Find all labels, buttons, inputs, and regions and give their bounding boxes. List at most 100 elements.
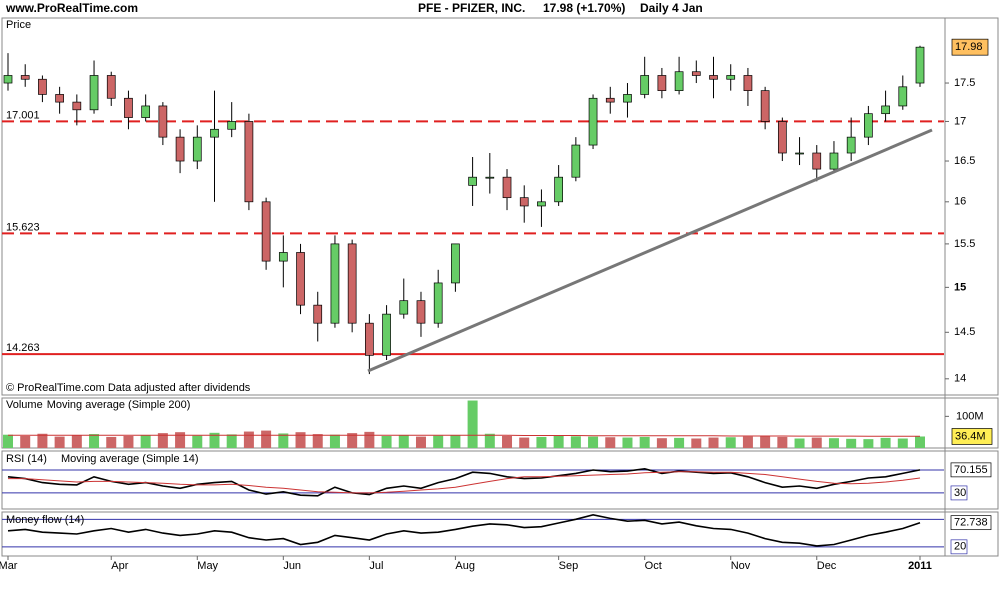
candle-body [812,152,822,170]
period: Daily 4 Jan [640,1,703,15]
legend-entry: Money flow (14) [6,514,84,526]
legend-entry: Moving average (Simple 14) [61,453,199,465]
volume-bar [37,433,48,448]
volume-bar [536,436,547,448]
volume-bar [553,435,564,448]
volume-bar [450,435,461,448]
chart-title: PFE - PFIZER, INC. [418,1,525,15]
volume-bar [863,439,874,448]
candle-body [72,101,82,111]
candle-body [382,313,391,356]
x-tick-label: 2011 [908,560,932,572]
legend-entry: Volume [6,399,43,411]
candle-body [743,75,753,91]
volume-bar [674,437,685,448]
candle-body [227,121,237,130]
volume-bar [777,436,788,448]
candle-body [623,94,632,103]
candle-body [55,94,64,103]
volume-bar [123,435,134,448]
volume-bar [243,431,254,448]
candle-body [571,144,581,178]
volume-bar [140,435,151,448]
y-tick-label: 14 [954,373,966,385]
y-tick-label: 100M [956,410,984,422]
indicator-line [7,467,921,497]
candle-body [468,176,477,186]
moving-average-line [8,434,920,437]
candle-body [175,136,185,162]
candle-body [554,176,563,203]
moving-average-line [8,471,921,494]
candle-body [3,75,13,84]
last-price-label: 17.98 [955,41,983,53]
volume-bar [588,436,599,448]
volume-bar [880,437,891,448]
volume-bar [656,438,667,448]
y-tick-label: 16.5 [954,155,975,167]
tick-box [950,539,968,555]
candle-body [760,90,770,122]
candle-body [124,97,133,118]
volume-bar [89,434,100,448]
volume-bar [708,437,719,448]
volume-bar [519,437,530,448]
volume-bar [54,436,65,448]
candle-body [915,46,925,84]
candle-body [485,176,495,179]
last-value-label: 70.155 [954,464,988,476]
level-label: 17.001 [6,109,40,121]
candle-body [210,128,219,138]
candle-body [898,86,908,107]
trend-line [367,128,933,373]
volume-bar [570,436,581,448]
volume-bar [725,437,736,448]
candle-body [347,243,357,324]
volume-bar [192,435,203,448]
volume-bar [691,438,702,448]
legend-entry: Moving average (Simple 200) [47,399,191,411]
level-label: 14.263 [6,342,40,354]
volume-bar [329,434,340,448]
y-axis-label: Price [6,19,31,31]
y-tick-label: 15.5 [954,238,975,250]
volume-bar [312,434,323,448]
last-value-box [950,462,992,478]
x-tick-label: May [197,560,218,572]
y-tick-label: 17.5 [954,77,975,89]
last-value-box [950,515,992,531]
volume-bar [502,435,513,448]
x-tick-label: Dec [817,560,837,572]
volume-bar [467,400,478,448]
y-tick-label: 15 [954,281,966,293]
candle-body [502,176,512,199]
level-label: 15.623 [6,221,40,233]
candle-body [38,78,47,95]
candle-body [365,322,374,356]
volume-bar [828,438,839,448]
volume-bar [811,437,822,448]
volume-bar [605,437,616,448]
candle-body [278,252,288,262]
volume-bar [897,438,908,448]
candle-body [399,300,409,315]
candle-body [296,252,305,306]
volume-bar [261,430,272,448]
volume-bar [226,434,237,448]
y-tick-label: 14.5 [954,326,975,338]
x-tick-label: Apr [111,560,128,572]
volume-bar [415,436,426,448]
y-tick-label: 30 [954,487,966,499]
candle-body [106,75,116,99]
rsi-panel [1,450,999,510]
plot: 14 14.5 15 15.5 16 16.5 17 17.5 17.001 15.623 14.2… [0,38,993,572]
candle-body [537,201,546,207]
candle-body [864,113,873,138]
money-flow-panel [1,511,999,557]
candle-body [829,152,839,170]
x-tick-label: Aug [455,560,475,572]
candle-body [846,136,856,154]
source: www.ProRealTime.com [5,1,138,15]
candle-body [451,243,460,284]
